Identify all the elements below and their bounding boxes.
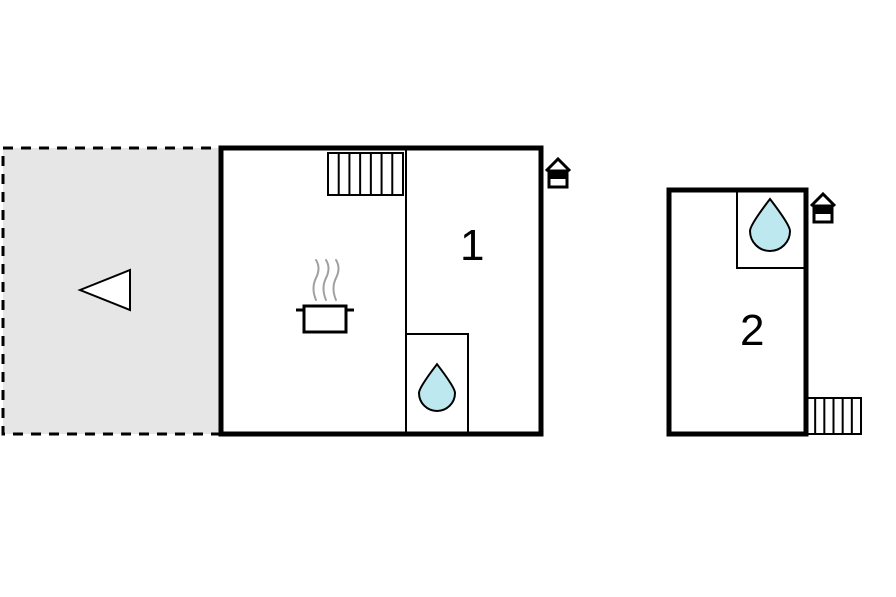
north-marker-roof [546,159,570,171]
room-label-1: 1 [460,221,484,270]
room-label-2: 2 [740,306,764,355]
north-marker-fill [549,171,567,179]
north-marker-roof [811,194,835,206]
north-marker-fill [814,206,832,214]
